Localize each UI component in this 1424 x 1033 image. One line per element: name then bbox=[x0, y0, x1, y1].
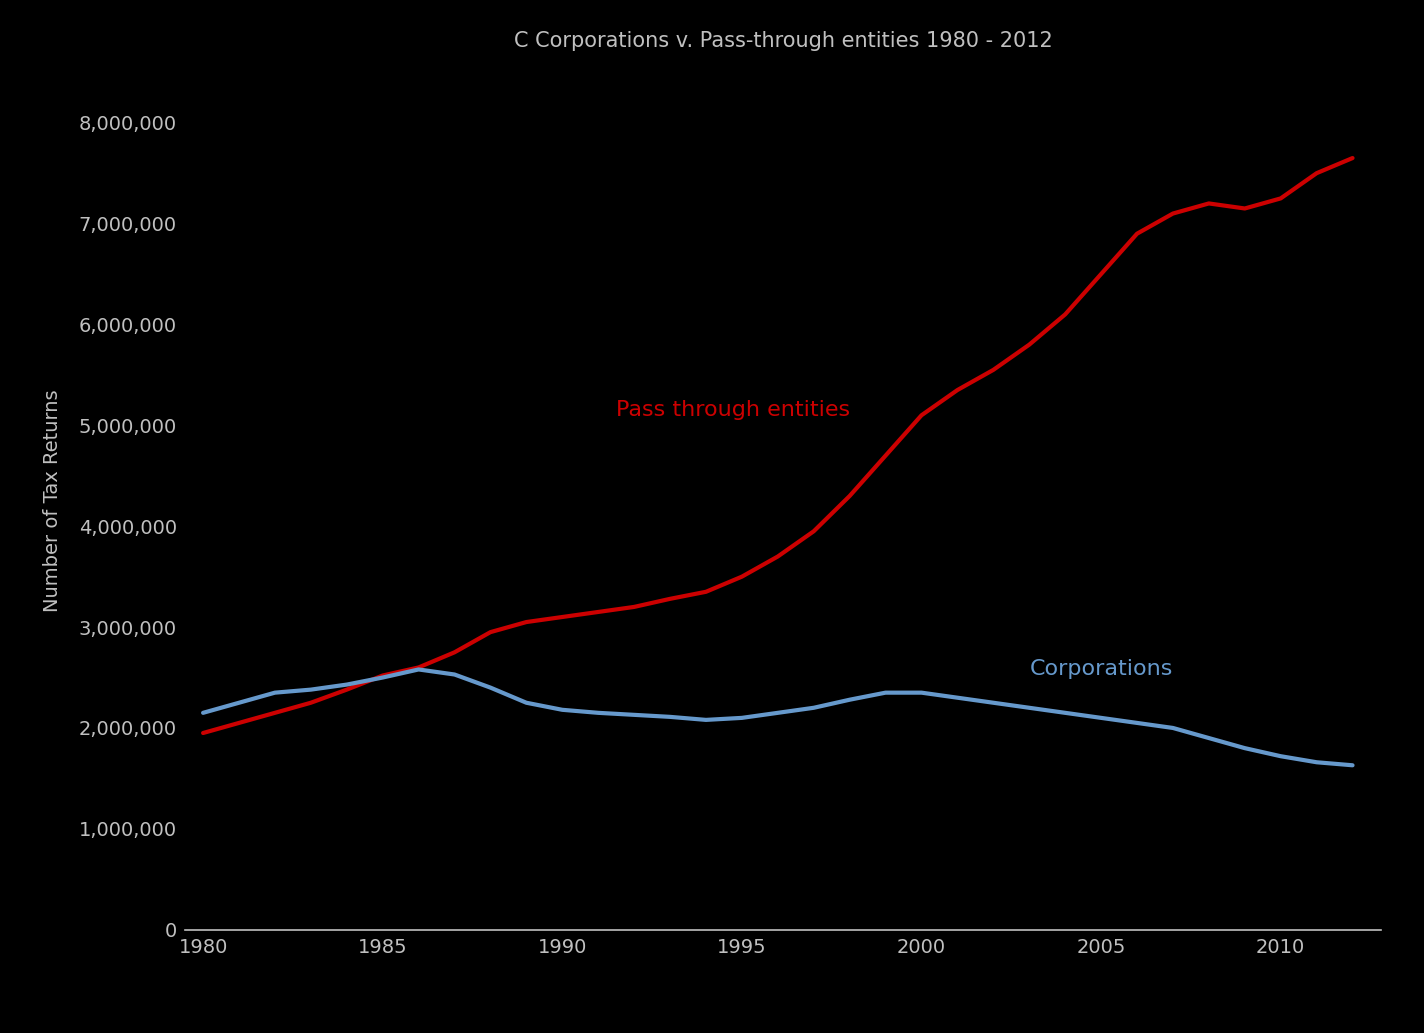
Text: Corporations: Corporations bbox=[1030, 659, 1172, 680]
Title: C Corporations v. Pass-through entities 1980 - 2012: C Corporations v. Pass-through entities … bbox=[514, 31, 1052, 52]
Y-axis label: Number of Tax Returns: Number of Tax Returns bbox=[43, 389, 61, 613]
Text: Pass through entities: Pass through entities bbox=[617, 400, 850, 420]
